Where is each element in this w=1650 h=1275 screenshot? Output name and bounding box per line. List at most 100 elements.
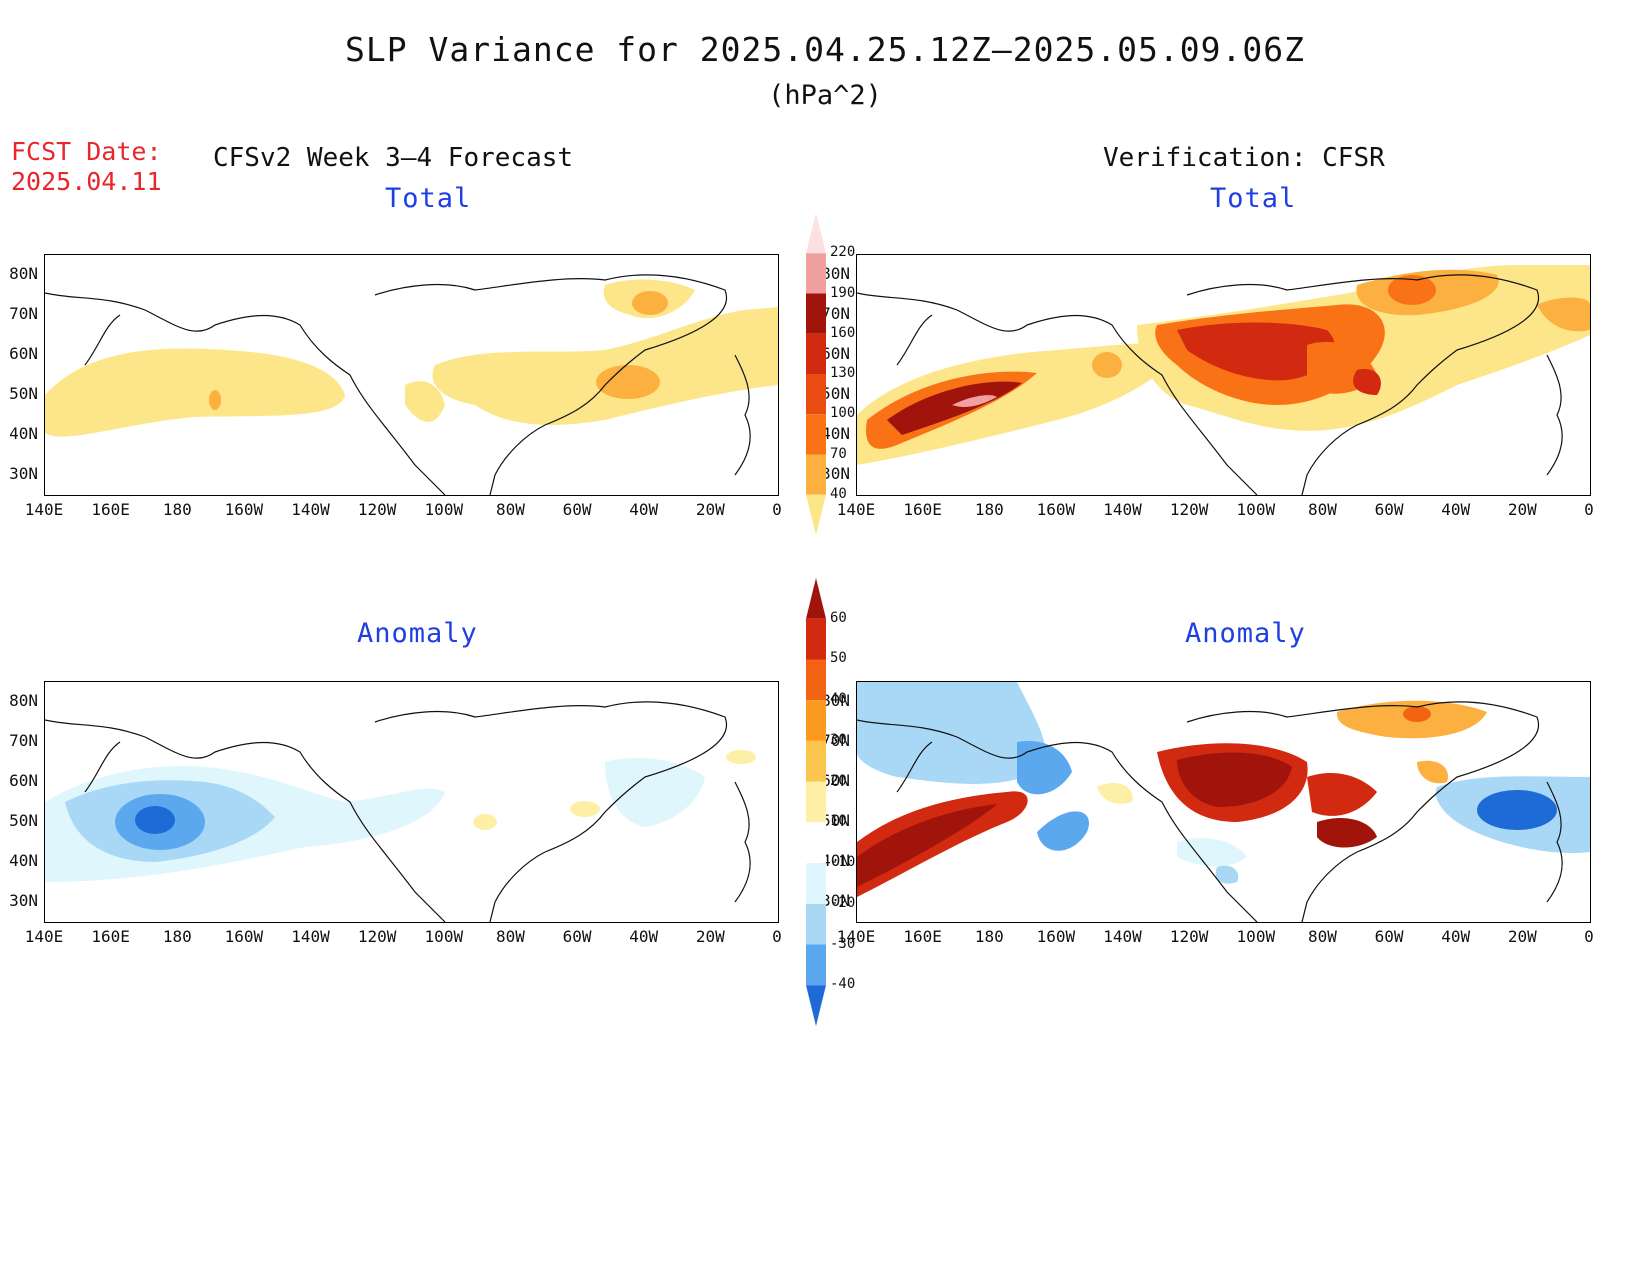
colorbar-label: -10: [830, 854, 856, 871]
lon-label: 120W: [357, 500, 397, 519]
colorbar-swatch: [806, 494, 826, 535]
lat-label: 80N: [821, 691, 850, 710]
lon-label: 60W: [562, 927, 592, 946]
colorbar-swatch: [806, 293, 826, 334]
colorbar-swatch: [806, 985, 826, 1026]
lon-label: 100W: [1236, 500, 1276, 519]
lon-label: 120W: [357, 927, 397, 946]
lon-label: 20W: [695, 927, 725, 946]
lon-label: 160W: [1036, 500, 1076, 519]
forecast-total-map: [44, 254, 779, 496]
colorbar-swatch: [806, 659, 826, 701]
lat-label: 50N: [9, 811, 38, 830]
lon-label: 20W: [1507, 927, 1537, 946]
colorbar-swatch: [806, 374, 826, 415]
lat-label: 70N: [821, 731, 850, 750]
lat-label: 60N: [9, 771, 38, 790]
colorbar-swatch: [806, 414, 826, 455]
colorbar-label: -20: [830, 894, 856, 911]
lon-label: 140W: [1103, 500, 1142, 519]
verification-total-subtitle: Total: [1210, 183, 1297, 214]
lat-label: 40N: [9, 424, 38, 443]
lon-label: 100W: [424, 927, 464, 946]
colorbar-label: 40: [830, 485, 847, 502]
lon-label: 120W: [1169, 927, 1209, 946]
colorbar-swatch: [806, 822, 826, 864]
lon-label: 0: [1584, 500, 1594, 519]
lon-label: 140W: [1103, 927, 1142, 946]
lon-label: 160W: [224, 500, 264, 519]
colorbar-swatch: [806, 454, 826, 495]
lon-label: 120W: [1169, 500, 1209, 519]
total-colorbar: [806, 213, 826, 535]
units-label: (hPa^2): [768, 80, 882, 111]
lon-label: 160W: [224, 927, 264, 946]
colorbar-label: 10: [830, 813, 847, 830]
lon-label: 80W: [496, 500, 525, 519]
lon-label: 60W: [1374, 500, 1404, 519]
lon-label: 140E: [836, 500, 876, 519]
forecast-anomaly-map: [44, 681, 779, 923]
colorbar-label: 190: [830, 284, 856, 301]
colorbar-label: -30: [830, 935, 856, 952]
lon-label: 180: [162, 500, 192, 519]
lon-label: 20W: [1507, 500, 1537, 519]
lat-label: 40N: [821, 424, 850, 443]
colorbar-label: 70: [830, 445, 847, 462]
lon-label: 180: [974, 927, 1004, 946]
colorbar-swatch: [806, 333, 826, 374]
main-title: SLP Variance for 2025.04.25.12Z–2025.05.…: [345, 30, 1305, 69]
verification-total-map: [856, 254, 1591, 496]
lat-label: 70N: [9, 304, 38, 323]
verification-anomaly-map: [856, 681, 1591, 923]
colorbar-label: -40: [830, 976, 856, 993]
lon-label: 40W: [629, 927, 659, 946]
lon-label: 100W: [1236, 927, 1276, 946]
forecast-anomaly-subtitle: Anomaly: [357, 618, 478, 649]
colorbar-label: 160: [830, 324, 856, 341]
lat-label: 80N: [821, 264, 850, 283]
lat-label: 60N: [821, 771, 850, 790]
colorbar-swatch: [806, 578, 826, 619]
anomaly-colorbar: [806, 578, 826, 1026]
lon-label: 40W: [1441, 927, 1471, 946]
lat-label: 70N: [9, 731, 38, 750]
lon-label: 180: [162, 927, 192, 946]
colorbar-swatch: [806, 944, 826, 986]
lat-label: 40N: [9, 851, 38, 870]
lon-label: 40W: [629, 500, 659, 519]
lat-label: 50N: [821, 811, 850, 830]
forecast-date-label: FCST Date:: [11, 137, 162, 166]
lon-label: 80W: [1308, 927, 1337, 946]
lon-label: 0: [772, 500, 782, 519]
colorbar-label: 50: [830, 650, 847, 667]
lat-label: 50N: [821, 384, 850, 403]
colorbar-label: 60: [830, 609, 847, 626]
colorbar-label: 20: [830, 772, 847, 789]
verification-anomaly-subtitle: Anomaly: [1185, 618, 1306, 649]
colorbar-swatch: [806, 213, 826, 254]
lat-label: 30N: [9, 891, 38, 910]
colorbar-swatch: [806, 618, 826, 660]
colorbar-label: 220: [830, 244, 856, 261]
lon-label: 60W: [562, 500, 592, 519]
colorbar-swatch: [806, 903, 826, 945]
left-column-header: CFSv2 Week 3–4 Forecast: [213, 143, 574, 173]
right-column-header: Verification: CFSR: [1103, 143, 1385, 173]
colorbar-label: 30: [830, 731, 847, 748]
colorbar-swatch: [806, 740, 826, 782]
colorbar-swatch: [806, 253, 826, 294]
lat-label: 70N: [821, 304, 850, 323]
colorbar-swatch: [806, 863, 826, 904]
colorbar-swatch: [806, 700, 826, 741]
lon-label: 140E: [24, 500, 64, 519]
lon-label: 160E: [91, 927, 130, 946]
lon-label: 20W: [695, 500, 725, 519]
colorbar-label: 130: [830, 365, 856, 381]
lat-label: 80N: [9, 691, 38, 710]
colorbar-swatch: [806, 781, 826, 823]
forecast-total-subtitle: Total: [385, 183, 472, 214]
lat-label: 30N: [821, 891, 850, 910]
lat-label: 30N: [9, 464, 38, 483]
lat-label: 60N: [821, 344, 850, 363]
